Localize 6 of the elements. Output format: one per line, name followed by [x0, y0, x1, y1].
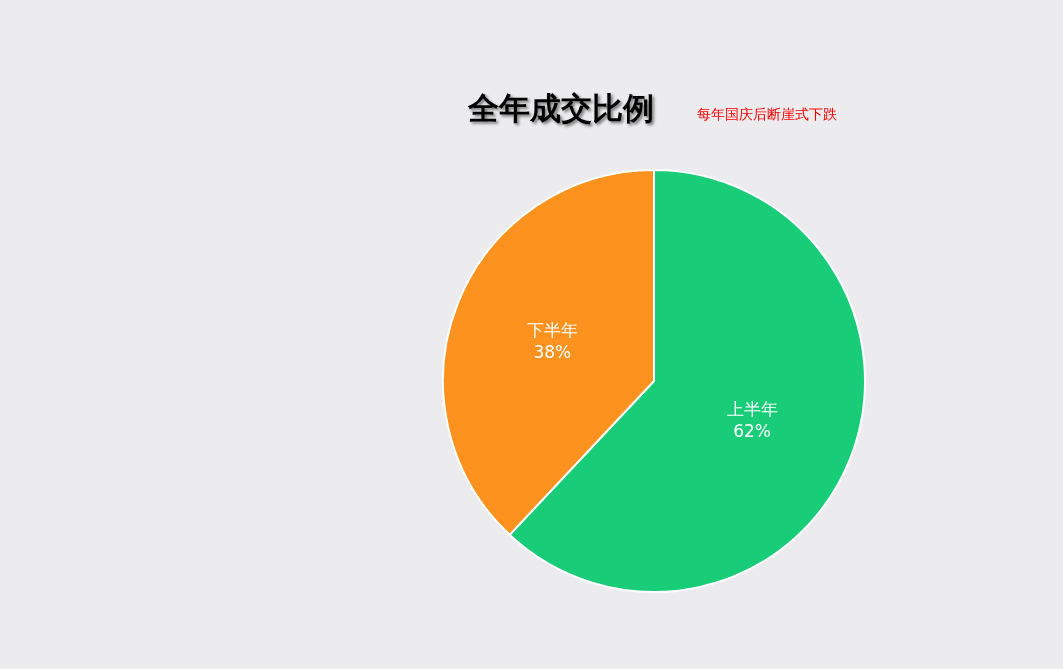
chart-title: 全年成交比例 — [467, 89, 654, 126]
data-label: 62% — [733, 420, 771, 441]
slice-label: 下半年 — [526, 319, 578, 340]
data-label: 38% — [533, 341, 572, 362]
slice-label: 上半年 — [726, 398, 778, 419]
chart-subtitle: 每年国庆后断崖式下跌 — [697, 106, 837, 122]
